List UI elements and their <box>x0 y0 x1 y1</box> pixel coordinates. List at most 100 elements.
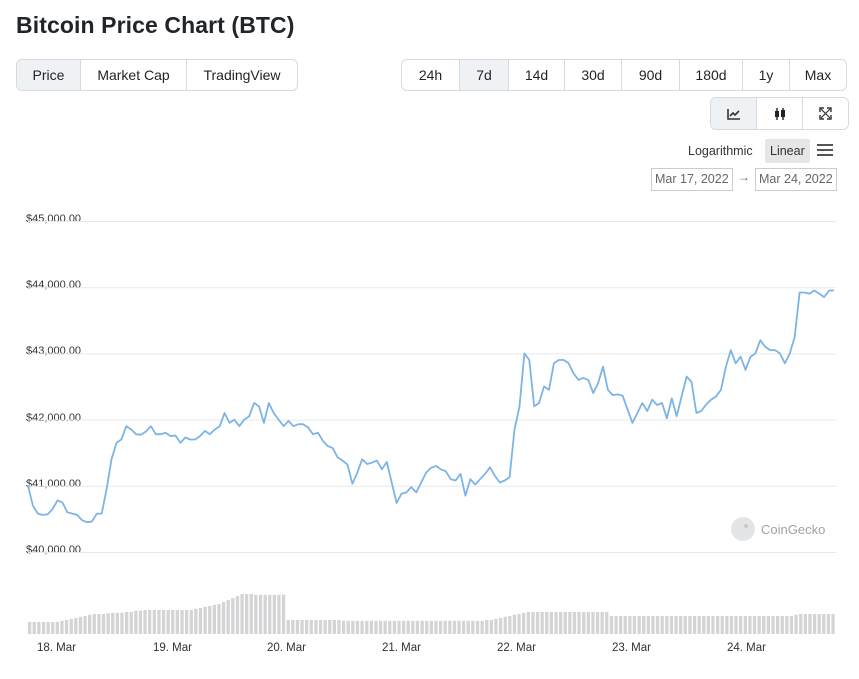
volume-bar <box>249 594 253 634</box>
volume-bar <box>258 594 263 634</box>
menu-icon[interactable] <box>817 143 833 157</box>
volume-bar <box>97 614 101 634</box>
volume-bar <box>346 620 350 634</box>
volume-bar <box>489 620 493 634</box>
volume-bar <box>637 616 641 634</box>
volume-bar <box>480 620 484 634</box>
volume-bar <box>812 614 817 634</box>
range-1y[interactable]: 1y <box>743 60 790 90</box>
range-7d[interactable]: 7d <box>460 60 509 90</box>
volume-bar <box>674 616 678 634</box>
volume-bar <box>323 620 327 634</box>
volume-bar <box>665 616 669 634</box>
volume-bar <box>277 594 281 634</box>
volume-bar <box>180 610 184 634</box>
volume-bar <box>817 614 821 634</box>
x-tick-label: 20. Mar <box>267 642 306 654</box>
volume-bar <box>522 612 526 634</box>
range-14d[interactable]: 14d <box>509 60 565 90</box>
range-90d[interactable]: 90d <box>622 60 680 90</box>
volume-bar <box>508 616 512 634</box>
expand-button[interactable] <box>803 98 848 129</box>
volume-bar <box>623 616 627 634</box>
volume-bar <box>281 594 286 634</box>
tab-price[interactable]: Price <box>17 60 81 90</box>
volume-bar <box>512 614 517 634</box>
volume-bar <box>231 598 235 634</box>
x-tick-label: 18. Mar <box>37 642 76 654</box>
volume-bar <box>577 612 581 634</box>
x-tick-label: 21. Mar <box>382 642 421 654</box>
volume-bar <box>32 622 36 634</box>
volume-bar <box>175 610 179 634</box>
volume-bar <box>203 606 207 634</box>
volume-bar <box>475 620 480 634</box>
volume-bar <box>683 616 687 634</box>
volume-bar <box>429 620 433 634</box>
range-24h[interactable]: 24h <box>402 60 460 90</box>
date-from-input[interactable]: Mar 17, 2022 <box>651 168 733 191</box>
range-max[interactable]: Max <box>804 67 832 83</box>
volume-bar <box>263 594 267 634</box>
date-to-input[interactable]: Mar 24, 2022 <box>755 168 837 191</box>
volume-bar <box>720 616 724 634</box>
volume-bar <box>628 616 632 634</box>
volume-bar <box>378 620 383 634</box>
date-range-arrow: → <box>738 170 750 184</box>
volume-bar <box>60 620 64 634</box>
x-tick-label: 19. Mar <box>153 642 192 654</box>
volume-bar <box>388 620 392 634</box>
line-chart-button[interactable] <box>711 98 757 129</box>
volume-bar <box>41 622 46 634</box>
volume-bar <box>55 622 59 634</box>
volume-bar <box>448 620 452 634</box>
x-tick-label: 23. Mar <box>612 642 651 654</box>
page-title: Bitcoin Price Chart (BTC) <box>16 12 295 38</box>
scale-logarithmic[interactable]: Logarithmic <box>688 144 753 158</box>
tab-tradingview[interactable]: TradingView <box>203 67 281 83</box>
volume-bar <box>517 614 521 634</box>
volume-bar <box>605 612 609 634</box>
volume-bar <box>734 616 738 634</box>
volume-bar <box>411 620 415 634</box>
volume-bar <box>342 620 346 634</box>
range-180d[interactable]: 180d <box>680 60 743 90</box>
volume-bar <box>535 612 540 634</box>
volume-bar <box>702 616 706 634</box>
volume-bar <box>28 622 32 634</box>
volume-bar <box>739 616 743 634</box>
volume-bar <box>582 612 586 634</box>
price-line <box>27 289 834 524</box>
volume-bar <box>646 616 650 634</box>
volume-bar <box>554 612 558 634</box>
volume-bar <box>799 614 803 634</box>
volume-bar <box>549 612 553 634</box>
volume-bar <box>392 620 397 634</box>
volume-bar <box>212 604 216 634</box>
volume-bar <box>485 620 489 634</box>
watermark-text: CoinGecko <box>761 521 826 537</box>
volume-bar <box>106 613 110 634</box>
volume-bar <box>189 610 193 634</box>
volume-bar <box>148 610 152 634</box>
volume-bar <box>526 612 530 634</box>
line-chart-icon <box>726 108 740 120</box>
volume-bar <box>706 616 710 634</box>
chart-view-toggle <box>710 97 849 130</box>
volume-bar <box>328 620 332 634</box>
volume-bar <box>415 620 420 634</box>
scale-linear[interactable]: Linear <box>765 139 810 163</box>
volume-bar <box>757 616 761 634</box>
volume-bar <box>420 620 424 634</box>
volume-bar <box>692 616 697 634</box>
candlestick-button[interactable] <box>757 98 803 129</box>
volume-bar <box>803 614 807 634</box>
range-30d[interactable]: 30d <box>565 60 622 90</box>
volume-bar <box>752 616 757 634</box>
tab-market-cap[interactable]: Market Cap <box>81 60 187 90</box>
volume-bar <box>235 596 240 634</box>
volume-bar <box>355 620 360 634</box>
volume-bar <box>531 612 535 634</box>
volume-bar <box>776 616 780 634</box>
